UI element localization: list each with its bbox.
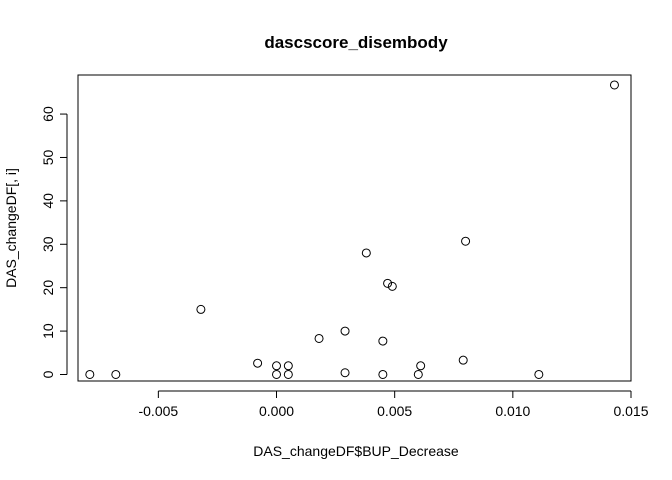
data-point xyxy=(253,358,263,368)
data-point xyxy=(340,326,350,336)
data-point xyxy=(283,361,293,371)
data-point xyxy=(416,361,426,371)
chart-title: dascscore_disembody xyxy=(264,33,448,52)
data-point xyxy=(458,355,468,365)
data-point xyxy=(196,304,206,314)
x-tick-label: -0.005 xyxy=(138,403,178,419)
data-point xyxy=(361,248,371,258)
data-point xyxy=(272,361,282,371)
data-point xyxy=(378,336,388,346)
data-point xyxy=(314,333,324,343)
data-points xyxy=(85,80,619,379)
x-axis: -0.005 0.000 0.005 0.010 0.015 xyxy=(138,390,649,419)
y-tick-label: 10 xyxy=(40,323,56,339)
y-tick-label: 50 xyxy=(40,149,56,165)
y-tick-label: 0 xyxy=(40,370,56,378)
data-point xyxy=(387,281,397,291)
data-point xyxy=(378,369,388,379)
x-tick-label: 0.005 xyxy=(377,403,412,419)
plot-frame xyxy=(77,74,632,382)
x-tick-label: 0.015 xyxy=(613,403,648,419)
x-tick-label: 0.010 xyxy=(495,403,530,419)
y-axis: 0 10 20 30 40 50 60 xyxy=(40,106,68,378)
x-axis-label: DAS_changeDF$BUP_Decrease xyxy=(253,443,459,459)
y-tick-label: 40 xyxy=(40,193,56,209)
data-point xyxy=(111,369,121,379)
x-tick-label: 0.000 xyxy=(259,403,294,419)
y-tick-label: 60 xyxy=(40,106,56,122)
data-point xyxy=(383,278,393,288)
data-point xyxy=(609,80,619,90)
data-point xyxy=(85,369,95,379)
data-point xyxy=(534,369,544,379)
data-point xyxy=(413,369,423,379)
y-tick-label: 30 xyxy=(40,236,56,252)
data-point xyxy=(461,236,471,246)
data-point xyxy=(272,369,282,379)
data-point xyxy=(340,368,350,378)
y-axis-label: DAS_changeDF[, i] xyxy=(3,168,19,288)
y-tick-label: 20 xyxy=(40,280,56,296)
data-point xyxy=(283,369,293,379)
